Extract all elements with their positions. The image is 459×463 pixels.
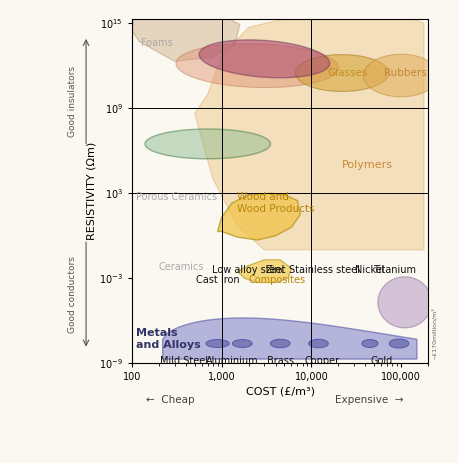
Polygon shape [162, 318, 417, 359]
Polygon shape [176, 44, 339, 88]
Polygon shape [296, 55, 389, 91]
Text: Glasses: Glasses [327, 68, 368, 78]
Text: Wood and
Wood Products: Wood and Wood Products [237, 192, 315, 214]
Polygon shape [195, 19, 424, 250]
Text: ←  Cheap: ← Cheap [146, 395, 195, 405]
Text: Polymers: Polymers [342, 160, 393, 170]
Polygon shape [308, 339, 328, 348]
Text: Stainless steel: Stainless steel [289, 265, 360, 275]
Polygon shape [378, 277, 431, 328]
Text: Cast Iron: Cast Iron [196, 275, 239, 285]
Text: Zinc: Zinc [265, 265, 286, 275]
Text: Good conductors: Good conductors [68, 256, 77, 333]
Text: Mild Steel: Mild Steel [160, 357, 208, 367]
Polygon shape [199, 40, 330, 78]
Polygon shape [218, 193, 300, 240]
Text: Rubbers: Rubbers [384, 68, 427, 78]
Polygon shape [232, 339, 252, 347]
Text: Brass: Brass [267, 357, 294, 367]
Polygon shape [145, 129, 270, 159]
Polygon shape [389, 339, 409, 348]
Polygon shape [364, 54, 439, 97]
Polygon shape [132, 19, 240, 61]
Text: Composites: Composites [249, 275, 306, 285]
Text: Aluminium: Aluminium [206, 357, 258, 367]
Y-axis label: RESISTIVITY (Ωm): RESISTIVITY (Ωm) [86, 142, 96, 240]
Text: Ceramics: Ceramics [159, 262, 204, 272]
Text: Copper: Copper [304, 357, 339, 367]
Polygon shape [270, 339, 290, 348]
Text: Titanium: Titanium [373, 265, 416, 275]
Text: ~£170million/m³: ~£170million/m³ [431, 307, 437, 360]
Polygon shape [237, 260, 291, 282]
Text: Metals
and Alloys: Metals and Alloys [136, 328, 201, 350]
X-axis label: COST (£/m³): COST (£/m³) [246, 387, 314, 396]
Text: Expensive  →: Expensive → [335, 395, 403, 405]
Polygon shape [362, 339, 378, 347]
Text: Gold: Gold [370, 357, 392, 367]
Text: Nickel: Nickel [355, 265, 385, 275]
Text: Foams: Foams [140, 38, 173, 48]
Text: Porous Ceramics: Porous Ceramics [136, 193, 218, 202]
Text: Low alloy steel: Low alloy steel [213, 265, 285, 275]
Polygon shape [206, 339, 229, 347]
Text: Good insulators: Good insulators [68, 66, 77, 137]
